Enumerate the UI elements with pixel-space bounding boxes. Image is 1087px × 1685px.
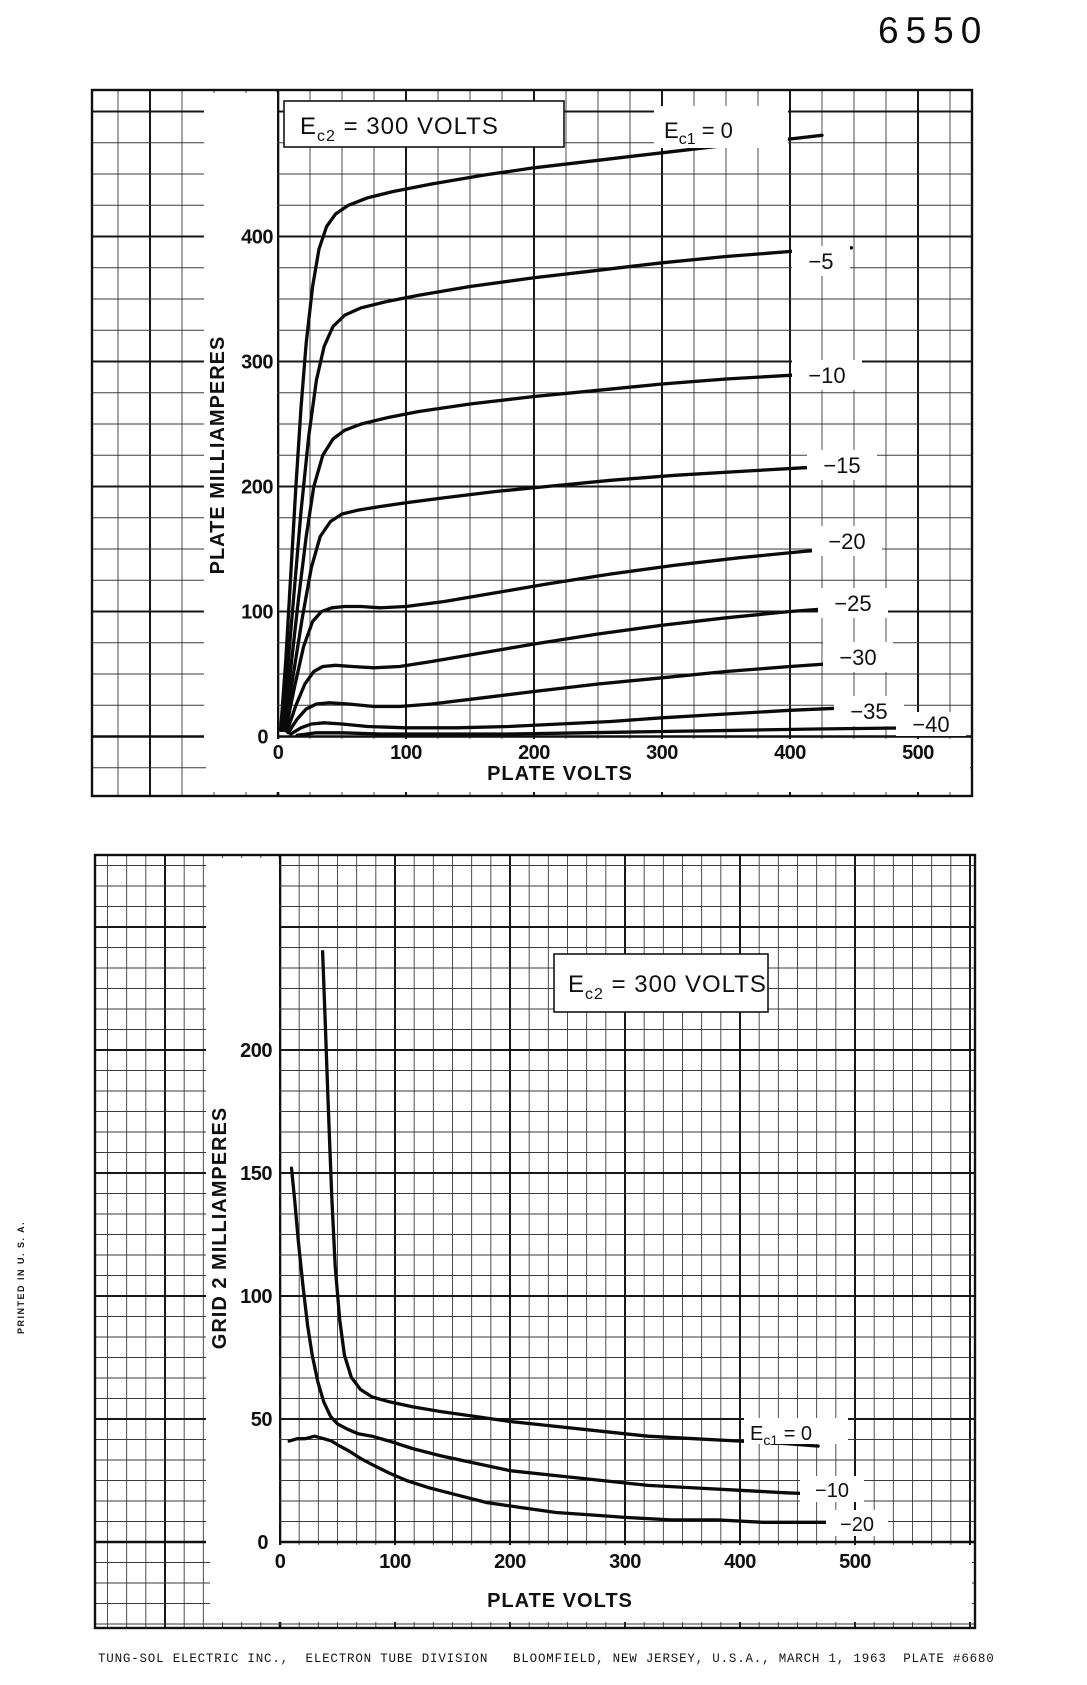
plate-xtick-100: 100 bbox=[390, 742, 422, 764]
grid2-xtick-500: 500 bbox=[839, 1551, 871, 1573]
grid2-ytick-150: 150 bbox=[240, 1163, 272, 1185]
plate-xtick-200: 200 bbox=[518, 742, 550, 764]
curve-label-ec1-neg25: −25 bbox=[834, 591, 871, 616]
grid2-characteristics-chart: Ec2 = 300 VOLTS Ec1 = 0 −10 −20 200 150 … bbox=[93, 853, 977, 1630]
curve-label-g2-ec1-0: Ec1 = 0 bbox=[750, 1423, 812, 1448]
curve-label-ec1-neg20: −20 bbox=[828, 529, 865, 554]
plate-curve-ec1-0 bbox=[278, 133, 824, 732]
curve-label-ec1-0: Ec1 = 0 bbox=[664, 118, 733, 148]
plate-ylabel-strip bbox=[204, 93, 277, 745]
grid2-ytick-200: 200 bbox=[240, 1040, 272, 1062]
plate-curve-ec1-neg15 bbox=[282, 463, 866, 732]
plate-xtick-300: 300 bbox=[646, 742, 678, 764]
grid2-xlabel-strip bbox=[210, 1545, 972, 1622]
label-patch-ec1-35 bbox=[834, 696, 904, 726]
grid2-title-box bbox=[553, 953, 769, 1013]
plate-characteristics-chart: Ec2 = 300 VOLTS Ec1 = 0 −5 −10 −15 −20 −… bbox=[90, 88, 974, 798]
plate-title-box bbox=[283, 100, 565, 148]
label-patch-ec1-25 bbox=[818, 588, 888, 618]
plate-chart-curves bbox=[278, 133, 920, 737]
curve-label-ec1-neg40: −40 bbox=[912, 712, 949, 737]
curve-label-ec1-neg10: −10 bbox=[808, 363, 845, 388]
curve-label-ec1-neg15: −15 bbox=[823, 453, 860, 478]
label-patch-ec1-20 bbox=[812, 526, 882, 556]
plate-curve-ec1-neg20 bbox=[284, 544, 872, 732]
label-patch-ec1-0 bbox=[654, 106, 788, 148]
plate-xlabel-strip bbox=[206, 739, 970, 792]
grid2-xtick-0: 0 bbox=[275, 1551, 286, 1573]
grid2-chart-curves bbox=[287, 949, 857, 1524]
plate-xtick-0: 0 bbox=[273, 742, 284, 764]
plate-chart-border bbox=[90, 88, 974, 798]
curve-label-g2-ec1-neg20: −20 bbox=[840, 1514, 874, 1536]
plate-curve-ec1-neg25 bbox=[285, 603, 875, 734]
curve-label-ec1-neg35: −35 bbox=[850, 699, 887, 724]
label-patch-g2-ec1-10 bbox=[800, 1476, 864, 1502]
grid2-xtick-300: 300 bbox=[609, 1551, 641, 1573]
footer-imprint: TUNG-SOL ELECTRIC INC., ELECTRON TUBE DI… bbox=[98, 1652, 995, 1666]
grid2-chart-border bbox=[93, 853, 977, 1630]
grid2-x-axis-title: PLATE VOLTS bbox=[487, 1590, 633, 1612]
printed-in-usa-note: PRINTED IN U. S. A. bbox=[16, 1220, 26, 1334]
label-patch-ec1-10 bbox=[792, 360, 862, 390]
plate-curve-ec1-neg10 bbox=[281, 369, 859, 732]
plate-curve-ec1-neg30 bbox=[286, 658, 882, 735]
label-patch-ec1-15 bbox=[807, 450, 877, 480]
curve-label-ec1-neg30: −30 bbox=[839, 645, 876, 670]
label-patch-ec1-5 bbox=[792, 246, 850, 276]
grid2-y-axis-title: GRID 2 MILLIAMPERES bbox=[209, 1107, 231, 1349]
grid2-ytick-50: 50 bbox=[251, 1409, 273, 1431]
grid2-curve-ec1-0 bbox=[320, 949, 820, 1448]
grid2-xtick-400: 400 bbox=[724, 1551, 756, 1573]
tube-type-title: 6550 bbox=[878, 10, 989, 51]
plate-ytick-400: 400 bbox=[241, 227, 273, 249]
plate-chart-title: Ec2 = 300 VOLTS bbox=[300, 113, 499, 145]
curve-label-ec1-neg5: −5 bbox=[808, 249, 833, 274]
label-patch-g2-ec1-20 bbox=[826, 1510, 888, 1536]
plate-curve-ec1-neg40 bbox=[295, 726, 920, 737]
plate-xtick-500: 500 bbox=[902, 742, 934, 764]
plate-xtick-400: 400 bbox=[774, 742, 806, 764]
plate-y-axis-title: PLATE MILLIAMPERES bbox=[207, 336, 229, 575]
grid2-ytick-100: 100 bbox=[240, 1286, 272, 1308]
plate-ytick-100: 100 bbox=[241, 602, 273, 624]
plate-ytick-0: 0 bbox=[257, 727, 268, 749]
grid2-ytick-0: 0 bbox=[257, 1532, 268, 1554]
label-patch-ec1-30 bbox=[823, 642, 893, 672]
grid2-curve-ec1-neg20 bbox=[287, 1434, 857, 1524]
plate-ytick-200: 200 bbox=[241, 477, 273, 499]
plate-curve-ec1-neg5 bbox=[280, 246, 854, 732]
grid2-ylabel-strip bbox=[206, 858, 279, 1548]
plate-ytick-300: 300 bbox=[241, 352, 273, 374]
grid2-xtick-200: 200 bbox=[494, 1551, 526, 1573]
label-patch-g2-ec1-0 bbox=[744, 1418, 848, 1444]
grid2-curve-ec1-neg10 bbox=[289, 1166, 851, 1497]
curve-label-g2-ec1-neg10: −10 bbox=[815, 1480, 849, 1502]
grid2-chart-title: Ec2 = 300 VOLTS bbox=[568, 971, 767, 1003]
plate-x-axis-title: PLATE VOLTS bbox=[487, 763, 633, 785]
grid2-xtick-100: 100 bbox=[379, 1551, 411, 1573]
plate-curve-ec1-neg35 bbox=[289, 703, 901, 736]
label-patch-ec1-40 bbox=[896, 712, 966, 736]
